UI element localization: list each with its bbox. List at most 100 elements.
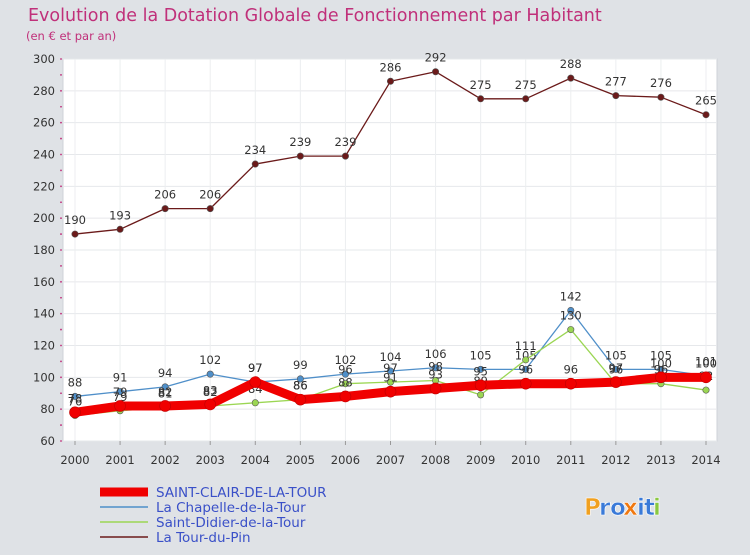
data-point — [71, 392, 79, 400]
data-point — [341, 380, 349, 388]
y-tick-mark — [60, 185, 62, 188]
axis-layer: 60 80 100 120 140 160 180 200 220 240 260 280 300 200… — [33, 52, 721, 467]
x-tick-label: 2005 — [286, 453, 315, 467]
data-label: 99 — [293, 358, 308, 372]
y-tick-mark — [60, 217, 62, 220]
data-label: 98 — [428, 360, 443, 374]
y-minor-tick-mark — [60, 296, 62, 299]
data-point — [700, 371, 712, 384]
data-point — [522, 356, 530, 364]
y-tick-label: 80 — [40, 402, 55, 416]
data-label: 105 — [515, 348, 537, 362]
y-tick-label: 260 — [33, 116, 55, 130]
data-label: 86 — [293, 379, 308, 393]
data-point — [477, 365, 485, 373]
legend-label: La Chapelle-de-la-Tour — [156, 500, 306, 516]
y-tick-mark — [60, 312, 62, 315]
x-tick-label: 2002 — [151, 453, 180, 467]
chart-title: Evolution de la Dotation Globale de Fonc… — [28, 6, 602, 26]
data-point — [522, 365, 530, 373]
y-tick-mark — [60, 344, 62, 347]
y-tick-label: 140 — [33, 307, 55, 321]
data-label: 288 — [560, 57, 582, 71]
data-label: 93 — [428, 367, 443, 381]
x-tick-label: 2011 — [556, 453, 585, 467]
data-point — [386, 378, 394, 386]
y-tick-label: 280 — [33, 84, 55, 98]
data-point — [564, 377, 577, 390]
data-label: 105 — [470, 348, 492, 362]
proxiti-logo: Pr ox i ti — [584, 495, 661, 522]
data-label: 292 — [425, 51, 447, 65]
x-tick-label: 2004 — [241, 453, 270, 467]
brand-letter: r — [599, 495, 611, 521]
y-tick-mark — [60, 121, 62, 124]
data-label: 96 — [338, 363, 353, 377]
data-label: 97 — [609, 361, 624, 375]
data-label: 100 — [695, 356, 717, 370]
data-label: 76 — [68, 395, 83, 409]
y-tick-label: 220 — [33, 179, 55, 193]
data-label: 206 — [199, 188, 221, 202]
data-point — [477, 391, 485, 399]
data-point — [116, 388, 124, 396]
data-point — [114, 400, 126, 412]
data-point — [341, 152, 349, 160]
x-tick-label: 2013 — [646, 453, 675, 467]
y-tick-label: 240 — [33, 148, 55, 162]
data-label: 275 — [515, 78, 537, 92]
data-label: 104 — [380, 350, 402, 364]
x-tick-label: 2007 — [376, 453, 405, 467]
grid-layer — [63, 58, 717, 442]
data-label: 130 — [560, 309, 582, 323]
y-minor-tick-mark — [60, 328, 62, 331]
series-layer: 190 193 206 206 234 239 239 286 292 275 275 288 277 2… — [64, 51, 717, 420]
data-point — [339, 390, 352, 403]
data-point — [432, 364, 440, 372]
legend-label: La Tour-du-Pin — [156, 530, 251, 546]
data-label: 97 — [248, 361, 263, 375]
data-label: 79 — [113, 385, 128, 399]
y-tick-label: 60 — [40, 434, 55, 448]
data-label: 96 — [518, 363, 533, 377]
data-point — [702, 111, 710, 119]
y-minor-tick-mark — [60, 360, 62, 363]
x-tick-label: 2014 — [691, 453, 720, 467]
data-point — [474, 379, 487, 392]
data-point — [657, 93, 665, 101]
y-tick-label: 160 — [33, 275, 55, 289]
data-point — [477, 95, 485, 103]
data-point — [386, 367, 394, 375]
y-minor-tick-mark — [60, 105, 62, 108]
chart-subtitle: (en € et par an) — [26, 29, 116, 43]
data-label: 91 — [113, 371, 128, 385]
data-point — [612, 365, 620, 373]
data-label: 97 — [248, 361, 263, 375]
data-label: 239 — [334, 135, 356, 149]
data-point — [386, 77, 394, 85]
data-point — [567, 74, 575, 82]
data-point — [702, 386, 710, 394]
y-tick-mark — [60, 249, 62, 251]
y-tick-label: 120 — [33, 339, 55, 353]
data-label: 96 — [609, 363, 624, 377]
data-label: 102 — [334, 353, 356, 367]
brand-letter: i — [653, 495, 661, 521]
data-point — [251, 160, 259, 168]
y-minor-tick-mark — [60, 265, 62, 267]
data-label: 190 — [64, 213, 86, 227]
data-point — [567, 306, 575, 314]
data-point — [161, 205, 169, 213]
x-tick-label: 2010 — [511, 453, 540, 467]
data-point — [612, 92, 620, 100]
data-label: 265 — [695, 94, 717, 108]
data-label: 206 — [154, 188, 176, 202]
data-point — [204, 398, 217, 411]
series-la-chapelle-de-la-tour: 88 91 94 102 97 99 102 104 106 105 105 142 105 105 101 — [68, 289, 717, 400]
legend-label: SAINT-CLAIR-DE-LA-TOUR — [156, 485, 327, 501]
data-label: 106 — [425, 347, 447, 361]
y-minor-tick-mark — [60, 201, 62, 204]
data-label: 102 — [199, 353, 221, 367]
data-label: 277 — [605, 75, 627, 89]
